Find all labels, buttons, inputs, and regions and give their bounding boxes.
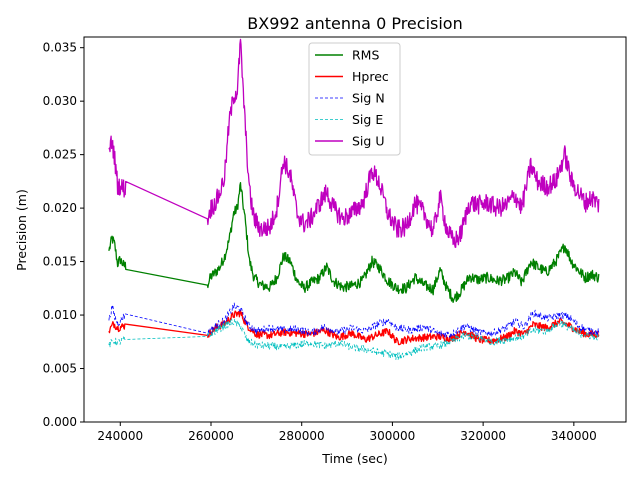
- y-axis: 0.000 0.005 0.010 0.015 0.020 0.025 0.030 0.035: [43, 41, 84, 429]
- legend: RMS Hprec Sig N Sig E Sig U: [308, 42, 401, 156]
- series-line-sig-u: [108, 38, 600, 248]
- axes-frame: [83, 36, 627, 423]
- y-tick-label: 0.000: [43, 415, 77, 429]
- legend-label: Sig N: [352, 91, 385, 106]
- y-tick-label: 0.030: [43, 94, 77, 108]
- series-line-sig-n: [108, 302, 600, 338]
- y-axis-label: Precision (m): [14, 189, 29, 271]
- y-tick-label: 0.035: [43, 41, 77, 55]
- y-tick-label: 0.020: [43, 201, 77, 215]
- x-axis-label: Time (sec): [321, 451, 387, 466]
- y-tick-label: 0.025: [43, 148, 77, 162]
- series-line-sig-e: [108, 318, 600, 361]
- legend-label: RMS: [352, 48, 379, 63]
- x-tick-label: 240000: [97, 429, 143, 443]
- chart-title: BX992 antenna 0 Precision: [247, 14, 462, 33]
- legend-box: [308, 42, 401, 156]
- y-tick-label: 0.005: [43, 362, 77, 376]
- x-tick-label: 260000: [188, 429, 234, 443]
- legend-label: Sig U: [352, 134, 384, 149]
- series-layer: [108, 38, 600, 361]
- x-tick-label: 280000: [279, 429, 325, 443]
- x-tick-label: 300000: [370, 429, 416, 443]
- legend-label: Hprec: [352, 69, 389, 84]
- x-tick-label: 340000: [551, 429, 597, 443]
- legend-label: Sig E: [352, 112, 383, 127]
- series-line-rms: [108, 181, 600, 304]
- series-line-hprec: [108, 309, 600, 346]
- x-axis: 240000 260000 280000 300000 320000 340000: [97, 422, 597, 443]
- x-tick-label: 320000: [460, 429, 506, 443]
- y-tick-label: 0.010: [43, 308, 77, 322]
- y-tick-label: 0.015: [43, 255, 77, 269]
